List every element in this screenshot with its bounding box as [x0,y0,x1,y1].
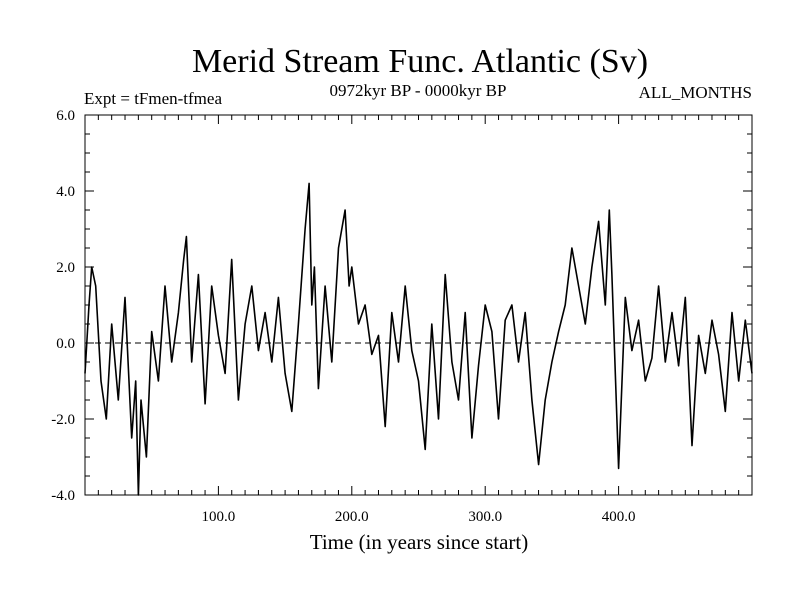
y-tick-label: 2.0 [56,260,75,276]
x-tick-label: 300.0 [468,509,502,525]
time-range-label: 0972kyr BP - 0000kyr BP [330,81,507,100]
x-axis-label: Time (in years since start) [310,530,529,554]
y-tick-label: 0.0 [56,336,75,352]
experiment-label: Expt = tFmen-tfmea [84,89,222,108]
y-tick-label: 6.0 [56,108,75,124]
plot-area: 100.0 200.0 300.0 400.0 -4.0 -2.0 0.0 2.0 4.0 6.0 [51,108,753,525]
series-line [84,182,753,496]
months-label: ALL_MONTHS [639,83,752,102]
plot-frame [84,114,753,496]
chart-title: Merid Stream Func. Atlantic (Sv) [192,43,648,80]
x-tick-label: 200.0 [335,509,369,525]
y-tick-label: -4.0 [51,488,75,504]
x-tick-label: 100.0 [202,509,236,525]
y-tick-label: 4.0 [56,184,75,200]
x-tick-label: 400.0 [602,509,636,525]
y-tick-label: -2.0 [51,412,75,428]
